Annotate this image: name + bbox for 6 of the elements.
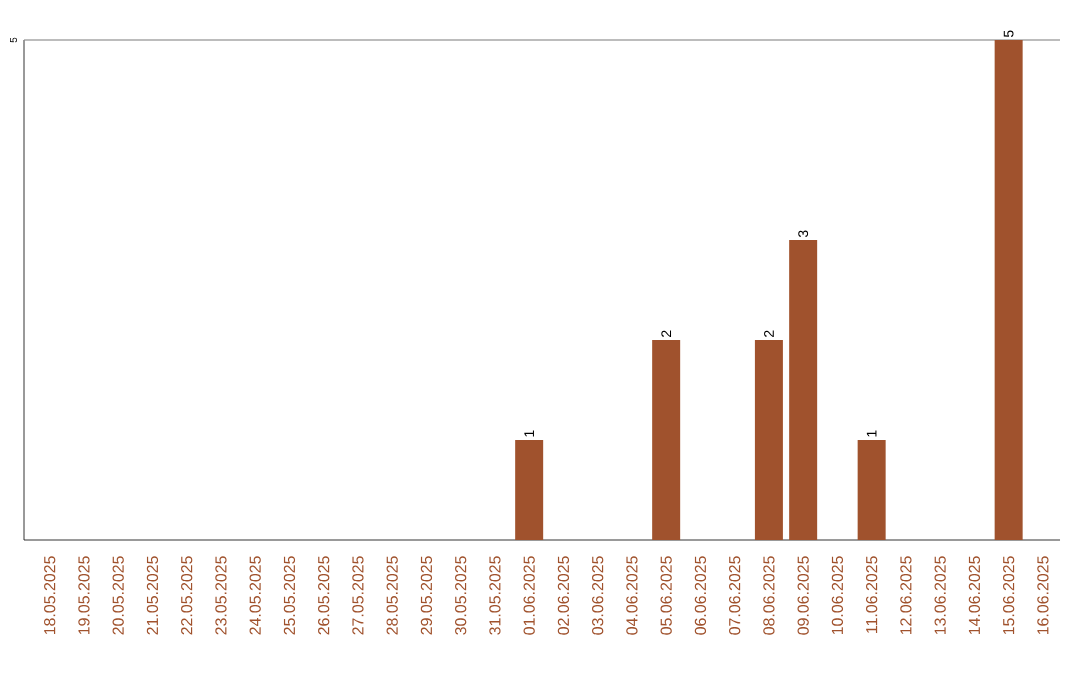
bar — [652, 340, 681, 540]
bar — [789, 240, 818, 540]
bar — [515, 440, 544, 540]
bar — [754, 340, 783, 540]
bar — [857, 440, 886, 540]
bar — [994, 40, 1023, 540]
